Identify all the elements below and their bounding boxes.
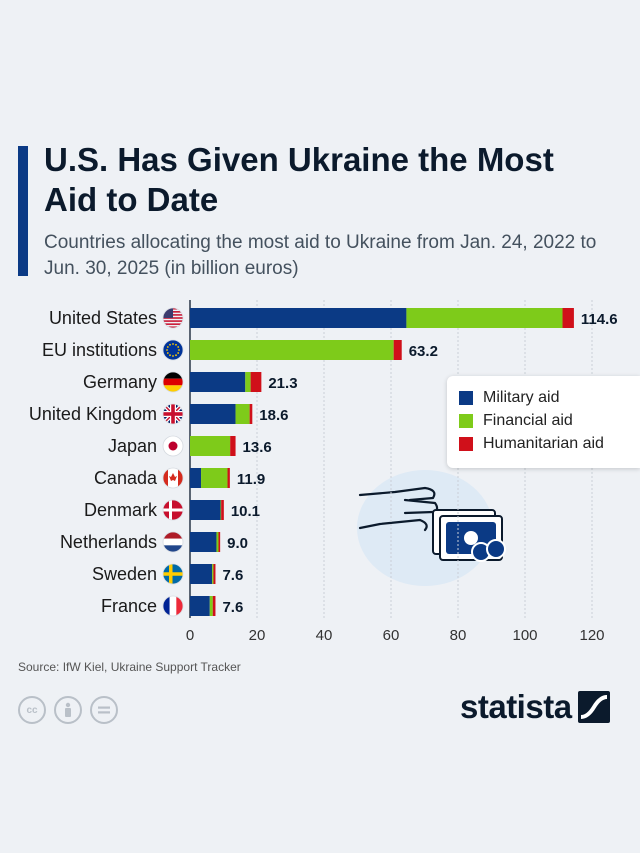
bar-segment-financial-aid [220, 500, 222, 520]
chart-legend: Military aid Financial aid Humanitarian … [447, 376, 640, 468]
bar-segment-financial-aid [245, 372, 251, 392]
bar-segment-humanitarian-aid [212, 596, 216, 616]
chart-title: U.S. Has Given Ukraine the Most Aid to D… [44, 141, 554, 218]
bar-segment-military-aid [190, 500, 221, 520]
eu-flag-icon [162, 339, 184, 361]
legend-label-military: Military aid [483, 388, 560, 406]
category-label: Denmark [84, 500, 158, 520]
bar-total-label: 9.0 [227, 535, 248, 552]
bar-total-label: 63.2 [409, 343, 438, 360]
x-tick-label: 100 [512, 627, 537, 644]
bar-total-label: 18.6 [259, 407, 288, 424]
bar-total-label: 114.6 [581, 311, 618, 328]
bar-segment-financial-aid [212, 564, 214, 584]
bar-total-label: 21.3 [268, 375, 297, 392]
uk-flag-icon [162, 403, 184, 425]
denmark-flag-icon [162, 499, 184, 521]
netherlands-flag-icon [162, 531, 184, 553]
category-label: Sweden [92, 564, 157, 584]
canada-flag-icon [162, 467, 184, 489]
legend-label-humanitarian: Humanitarian aid [483, 434, 604, 452]
bar-segment-military-aid [190, 532, 217, 552]
bar-segment-financial-aid [235, 404, 250, 424]
legend-item-military: Military aid [459, 386, 628, 409]
legend-swatch-financial [459, 413, 473, 428]
bar-segment-military-aid [190, 308, 407, 328]
bar-segment-humanitarian-aid [227, 468, 230, 488]
title-accent-bar [18, 146, 28, 276]
bar-segment-military-aid [190, 564, 213, 584]
legend-item-humanitarian: Humanitarian aid [459, 432, 628, 455]
bar-segment-financial-aid [190, 436, 231, 456]
bar-segment-military-aid [190, 404, 236, 424]
x-tick-label: 0 [186, 627, 194, 644]
bar-segment-humanitarian-aid [562, 308, 574, 328]
hand-money-illustration [357, 470, 506, 586]
attribution-icon[interactable] [54, 696, 82, 724]
bar-segment-financial-aid [201, 468, 228, 488]
bar-segment-humanitarian-aid [218, 532, 221, 552]
category-label: Canada [94, 468, 158, 488]
x-tick-label: 60 [383, 627, 400, 644]
bar-segment-military-aid [190, 468, 202, 488]
license-icons: cc [18, 696, 118, 724]
bar-total-label: 7.6 [222, 599, 243, 616]
bar-total-label: 11.9 [237, 471, 265, 488]
category-label: EU institutions [42, 340, 157, 360]
category-label: France [101, 596, 157, 616]
x-tick-label: 40 [316, 627, 333, 644]
bar-segment-military-aid [190, 372, 246, 392]
category-label: Netherlands [60, 532, 157, 552]
x-tick-label: 120 [579, 627, 604, 644]
france-flag-icon [162, 595, 184, 617]
legend-swatch-military [459, 390, 473, 405]
bar-segment-financial-aid [209, 596, 213, 616]
x-tick-label: 80 [450, 627, 467, 644]
sweden-flag-icon [162, 563, 184, 585]
bar-segment-humanitarian-aid [221, 500, 224, 520]
source-note: Source: IfW Kiel, Ukraine Support Tracke… [18, 660, 241, 674]
us-flag-icon [162, 307, 184, 329]
legend-swatch-humanitarian [459, 436, 473, 451]
category-label: United Kingdom [29, 404, 157, 424]
bar-total-label: 10.1 [231, 503, 260, 520]
statista-logo[interactable]: statista [460, 688, 610, 726]
category-label: United States [49, 308, 157, 328]
bar-segment-humanitarian-aid [250, 372, 262, 392]
x-tick-label: 20 [249, 627, 266, 644]
category-label: Japan [108, 436, 157, 456]
bar-segment-financial-aid [216, 532, 219, 552]
category-label: Germany [83, 372, 157, 392]
bar-segment-humanitarian-aid [213, 564, 216, 584]
cc-icon[interactable]: cc [18, 696, 46, 724]
chart-subtitle: Countries allocating the most aid to Ukr… [44, 232, 597, 279]
brand-name: statista [460, 688, 572, 725]
germany-flag-icon [162, 371, 184, 393]
no-derivatives-icon[interactable] [90, 696, 118, 724]
legend-label-financial: Financial aid [483, 411, 573, 429]
bar-segment-financial-aid [406, 308, 563, 328]
bar-segment-humanitarian-aid [393, 340, 402, 360]
bar-segment-humanitarian-aid [230, 436, 236, 456]
legend-item-financial: Financial aid [459, 409, 628, 432]
bar-total-label: 13.6 [243, 439, 272, 456]
bar-total-label: 7.6 [222, 567, 243, 584]
bar-segment-military-aid [190, 596, 210, 616]
japan-flag-icon [162, 435, 184, 457]
statista-mark-icon [577, 691, 610, 723]
bar-segment-financial-aid [190, 340, 394, 360]
bar-segment-humanitarian-aid [249, 404, 253, 424]
